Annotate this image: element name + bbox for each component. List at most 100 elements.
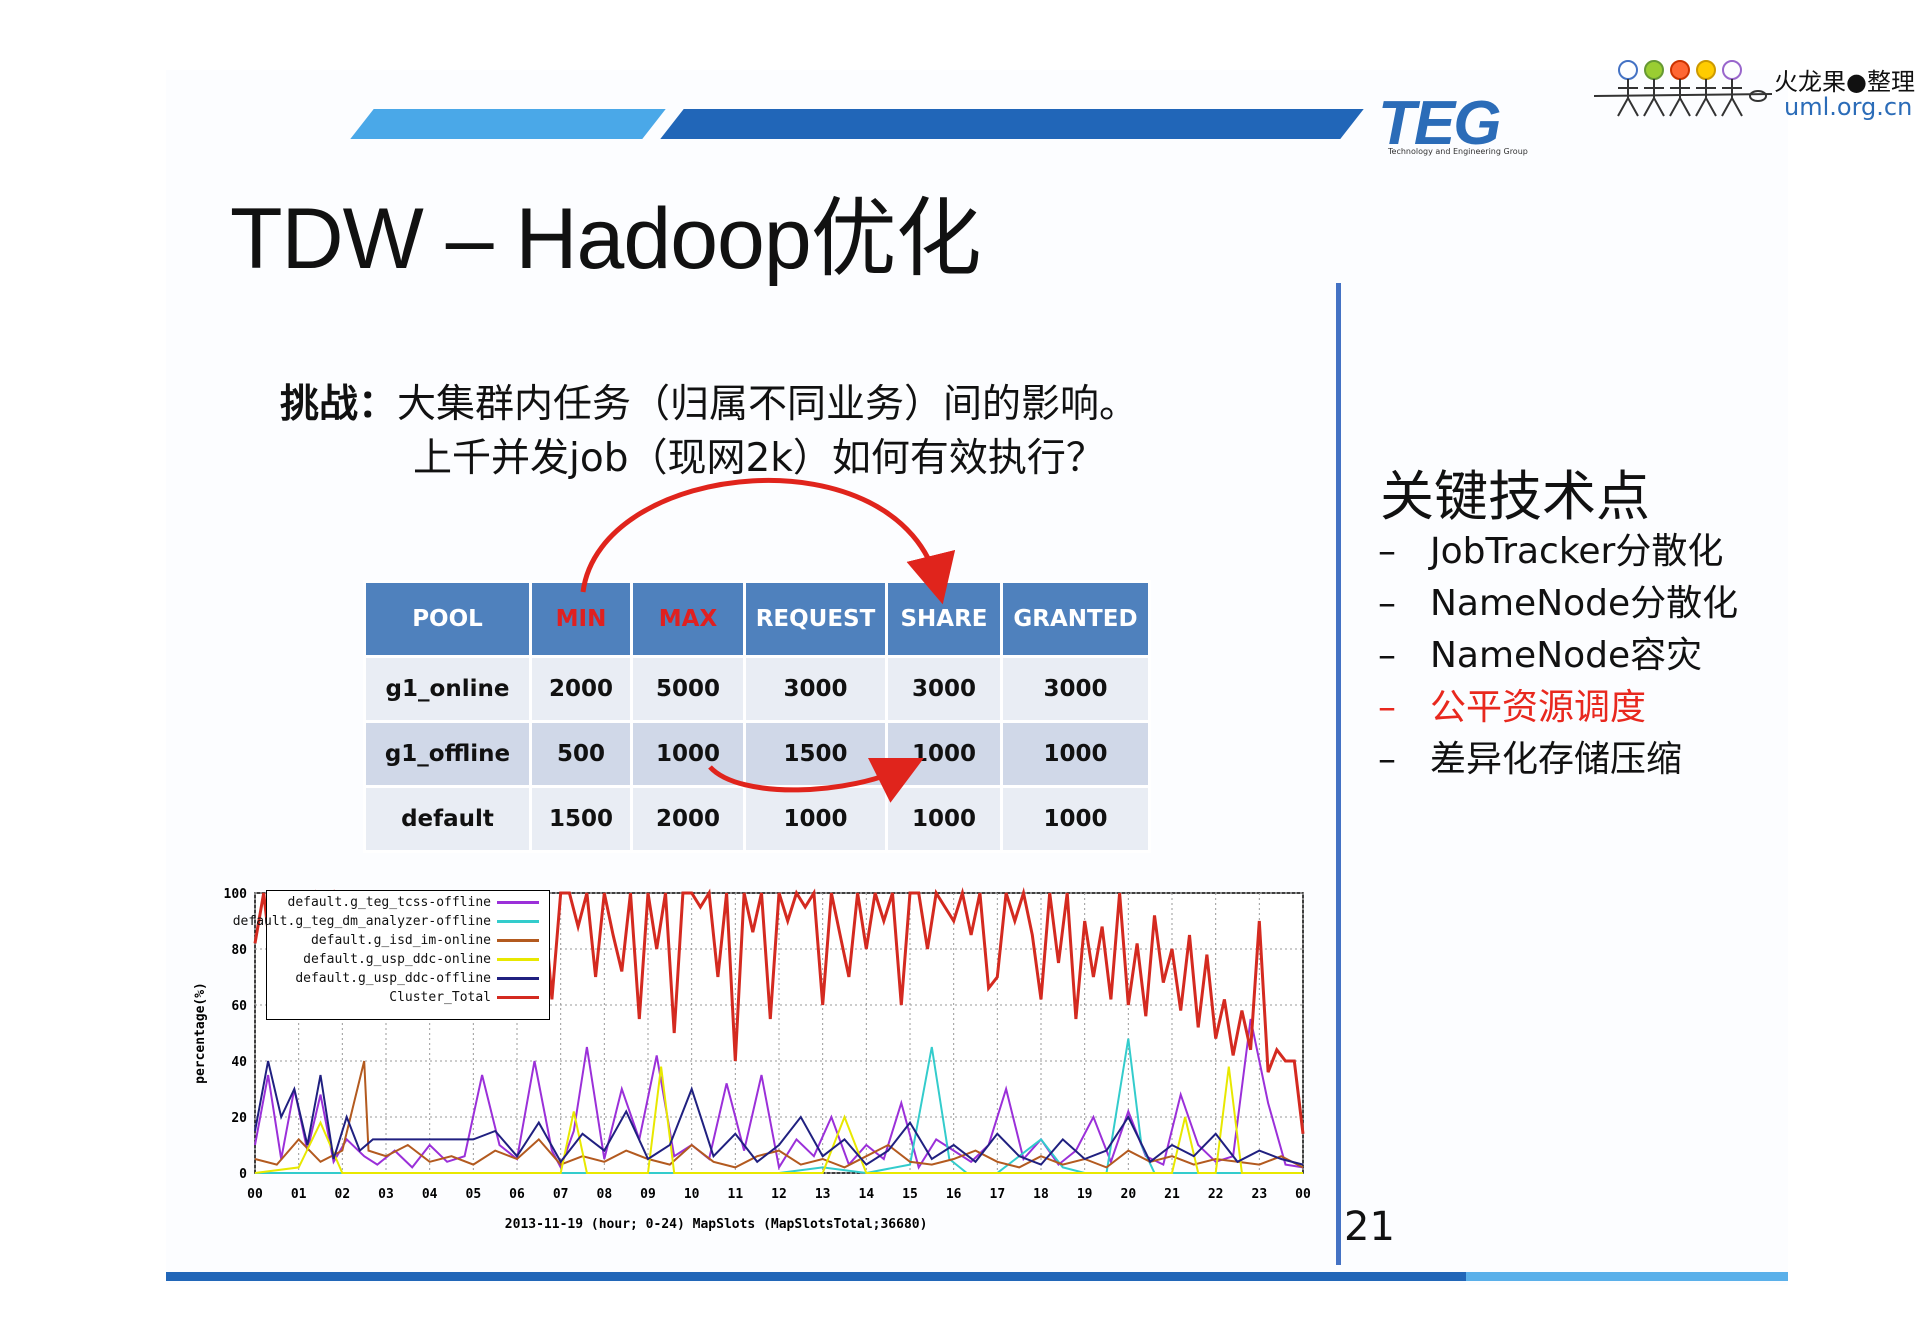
- x-tick-label: 08: [597, 1187, 613, 1202]
- cell-granted: 3000: [1000, 655, 1151, 723]
- legend-item: default.g_teg_dm_analyzer-offline: [233, 912, 539, 931]
- cell-share: 3000: [885, 655, 1003, 723]
- brand-name: 火龙果●整理: [1774, 68, 1915, 96]
- challenge-text-2: 上千并发job（现网2k）如何有效执行？: [413, 436, 1105, 481]
- x-tick-label: 17: [990, 1187, 1006, 1202]
- table-row: g1_offline 500 1000 1500 1000 1000: [363, 720, 1151, 788]
- footer-bar-light: [1466, 1272, 1788, 1281]
- cell-granted: 1000: [1000, 785, 1151, 853]
- header-band-dark: [660, 109, 1364, 139]
- legend-item: default.g_usp_ddc-online: [303, 950, 539, 969]
- x-tick-label: 13: [815, 1187, 831, 1202]
- list-item-highlight: – 公平资源调度: [1378, 682, 1738, 734]
- x-tick-label: 07: [553, 1187, 569, 1202]
- chart-legend: default.g_teg_tcss-offline default.g_teg…: [233, 890, 550, 1020]
- y-tick-label: 100: [224, 887, 248, 902]
- series-line-3: [254, 1066, 1303, 1174]
- dash: –: [1378, 739, 1396, 780]
- series-line-4: [254, 1060, 1304, 1166]
- x-tick-label: 15: [902, 1187, 918, 1202]
- header-granted: GRANTED: [1000, 580, 1151, 658]
- cell-pool: g1_offline: [363, 720, 532, 788]
- teg-subtitle: Technology and Engineering Group: [1388, 147, 1528, 156]
- legend-swatch: [497, 920, 539, 923]
- cell-max: 1000: [630, 720, 746, 788]
- x-tick-label: 20: [1121, 1187, 1137, 1202]
- dash: –: [1378, 531, 1396, 572]
- cell-share: 1000: [885, 785, 1003, 853]
- x-tick-label: 00: [247, 1187, 263, 1202]
- legend-item: Cluster_Total: [389, 988, 539, 1007]
- x-tick-label: 19: [1077, 1187, 1093, 1202]
- key-point-text: JobTracker分散化: [1430, 531, 1724, 572]
- dash: –: [1378, 583, 1396, 624]
- y-tick-label: 0: [239, 1167, 247, 1182]
- legend-swatch: [497, 996, 539, 999]
- header-min: MIN: [529, 580, 633, 658]
- key-point-text: NameNode容灾: [1430, 635, 1703, 676]
- x-tick-label: 06: [509, 1187, 525, 1202]
- legend-item: default.g_teg_tcss-offline: [288, 893, 539, 912]
- y-tick-label: 80: [231, 943, 247, 958]
- legend-item: default.g_isd_im-online: [311, 931, 539, 950]
- y-tick-label: 20: [231, 1111, 247, 1126]
- x-axis-label: 2013-11-19 (hour; 0-24) MapSlots (MapSlo…: [505, 1217, 928, 1232]
- x-tick-label: 11: [728, 1187, 744, 1202]
- key-point-text: NameNode分散化: [1430, 583, 1739, 624]
- table-header-row: POOL MIN MAX REQUEST SHARE GRANTED: [363, 580, 1151, 658]
- x-tick-label: 22: [1208, 1187, 1224, 1202]
- page-number: 21: [1344, 1204, 1395, 1250]
- people-logo-icon: [1594, 60, 1773, 117]
- cell-request: 1000: [743, 785, 888, 853]
- footer-bar-dark: [166, 1272, 1466, 1281]
- cell-request: 1500: [743, 720, 888, 788]
- challenge-line-1: 挑战：大集群内任务（归属不同业务）间的影响。: [280, 378, 1138, 432]
- pool-table: POOL MIN MAX REQUEST SHARE GRANTED g1_on…: [363, 580, 1151, 853]
- key-point-text: 公平资源调度: [1430, 687, 1647, 728]
- teg-logo: TEG: [1378, 89, 1501, 158]
- x-tick-label: 00: [1295, 1187, 1311, 1202]
- x-tick-label: 03: [378, 1187, 394, 1202]
- x-tick-label: 21: [1164, 1187, 1180, 1202]
- dash: –: [1378, 687, 1396, 728]
- challenge-block: 挑战：大集群内任务（归属不同业务）间的影响。 上千并发job（现网2k）如何有效…: [280, 378, 1138, 486]
- x-tick-label: 01: [291, 1187, 307, 1202]
- x-tick-label: 04: [422, 1187, 438, 1202]
- list-item: – NameNode分散化: [1378, 578, 1738, 630]
- x-tick-label: 09: [640, 1187, 656, 1202]
- list-item: – JobTracker分散化: [1378, 526, 1738, 578]
- y-tick-label: 40: [231, 1055, 247, 1070]
- cell-granted: 1000: [1000, 720, 1151, 788]
- header-band-light: [350, 109, 666, 139]
- legend-swatch: [497, 977, 539, 980]
- header-max: MAX: [630, 580, 746, 658]
- vertical-divider: [1336, 283, 1341, 1265]
- x-tick-label: 12: [771, 1187, 787, 1202]
- key-points-title: 关键技术点: [1380, 465, 1650, 528]
- slide-title: TDW – Hadoop优化: [230, 191, 982, 287]
- y-tick-label: 60: [231, 999, 247, 1014]
- x-tick-label: 18: [1033, 1187, 1049, 1202]
- dash: –: [1378, 635, 1396, 676]
- table-row: g1_online 2000 5000 3000 3000 3000: [363, 655, 1151, 723]
- header-request: REQUEST: [743, 580, 888, 658]
- x-tick-label: 02: [335, 1187, 351, 1202]
- x-tick-label: 14: [859, 1187, 875, 1202]
- brand-url: uml.org.cn: [1784, 93, 1913, 121]
- x-tick-label: 16: [946, 1187, 962, 1202]
- cell-min: 500: [529, 720, 633, 788]
- list-item: – 差异化存储压缩: [1378, 734, 1738, 786]
- legend-swatch: [497, 901, 539, 904]
- y-axis-label: percentage(%): [193, 982, 208, 1084]
- legend-item: default.g_usp_ddc-offline: [295, 969, 539, 988]
- series-line-0: [254, 1018, 1304, 1171]
- key-points-list: – JobTracker分散化 – NameNode分散化 – NameNode容灾 …: [1378, 526, 1738, 786]
- cell-request: 3000: [743, 655, 888, 723]
- cell-max: 5000: [630, 655, 746, 723]
- mapslots-chart: 0 20 40 60 80 100 00 01 02 03 04 05 06 07 08 09 10 11 12 13…: [193, 887, 1311, 1232]
- cell-pool: default: [363, 785, 532, 853]
- legend-swatch: [497, 939, 539, 942]
- cell-pool: g1_online: [363, 655, 532, 723]
- key-point-text: 差异化存储压缩: [1430, 739, 1683, 780]
- header-share: SHARE: [885, 580, 1003, 658]
